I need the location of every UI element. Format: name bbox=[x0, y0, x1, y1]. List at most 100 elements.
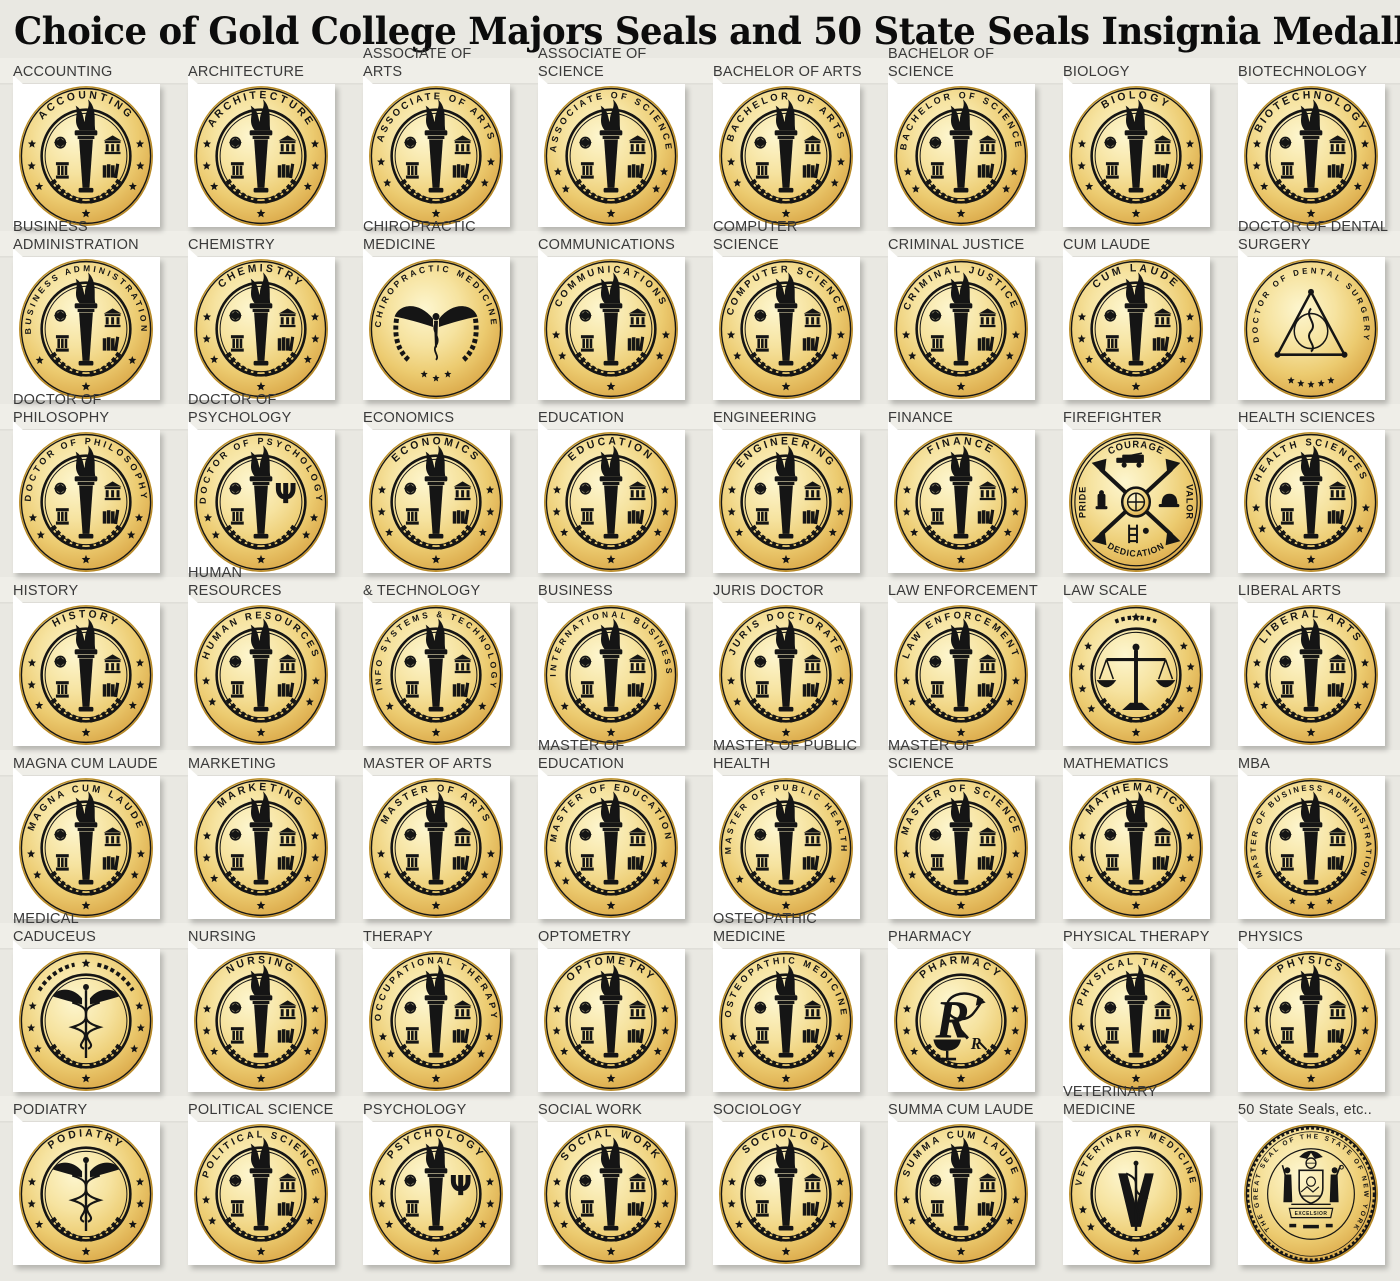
seal-cell: SOCIAL WORK SOCIAL WORK bbox=[525, 1096, 700, 1269]
seal-thumbnail[interactable]: MATHEMATICS bbox=[1063, 767, 1210, 919]
seal-label: & TECHNOLOGY bbox=[363, 582, 481, 599]
seal-thumbnail[interactable] bbox=[1063, 594, 1210, 746]
svg-text:EXCELSIOR: EXCELSIOR bbox=[1295, 1211, 1328, 1217]
seal-thumbnail[interactable]: LIBERAL ARTS bbox=[1238, 594, 1385, 746]
seal-thumbnail[interactable]: ENGINEERING bbox=[713, 421, 860, 573]
gold-seal-graphic: NURSING bbox=[193, 951, 329, 1091]
seal-thumbnail[interactable]: COMPUTER SCIENCE bbox=[713, 248, 860, 400]
svg-text:Ψ: Ψ bbox=[274, 479, 297, 511]
gold-seal-graphic bbox=[1068, 605, 1204, 745]
seal-thumbnail[interactable]: HUMAN RESOURCES bbox=[188, 594, 335, 746]
seal-thumbnail[interactable]: MASTER OF SCIENCE bbox=[888, 767, 1035, 919]
seal-thumbnail[interactable]: MASTER OF BUSINESS ADMINISTRATION bbox=[1238, 767, 1385, 919]
seal-thumbnail[interactable]: ECONOMICS bbox=[363, 421, 510, 573]
seal-thumbnail[interactable]: OCCUPATIONAL THERAPY bbox=[363, 940, 510, 1092]
seal-thumbnail[interactable]: MASTER OF ARTS bbox=[363, 767, 510, 919]
seal-thumbnail[interactable]: CHIROPRACTIC MEDICINE bbox=[363, 248, 510, 400]
seal-label: NURSING bbox=[188, 928, 257, 945]
seal-thumbnail[interactable]: HEALTH SCIENCES bbox=[1238, 421, 1385, 573]
gold-seal-graphic: BACHELOR OF ARTS bbox=[718, 86, 854, 226]
seal-thumbnail[interactable]: OPTOMETRY bbox=[538, 940, 685, 1092]
seal-cell: ENGINEERING ENGINEERING bbox=[700, 404, 875, 577]
seal-thumbnail[interactable] bbox=[13, 940, 160, 1092]
seal-thumbnail[interactable]: INFO SYSTEMS & TECHNOLOGY bbox=[363, 594, 510, 746]
seal-thumbnail[interactable]: BIOLOGY bbox=[1063, 75, 1210, 227]
seal-label: ACCOUNTING bbox=[13, 63, 113, 80]
seal-thumbnail[interactable]: COMMUNICATIONS bbox=[538, 248, 685, 400]
seal-thumbnail[interactable]: VETERINARY MEDICINE bbox=[1063, 1113, 1210, 1265]
seal-thumbnail[interactable]: ARCHITECTURE bbox=[188, 75, 335, 227]
seal-thumbnail[interactable]: SOCIOLOGY bbox=[713, 1113, 860, 1265]
seal-label: SOCIOLOGY bbox=[713, 1101, 802, 1118]
seal-cell: PHARMACY PHARMACY R R bbox=[875, 923, 1050, 1096]
seal-thumbnail[interactable]: PODIATRY bbox=[13, 1113, 160, 1265]
seal-thumbnail[interactable]: PHARMACY R R bbox=[888, 940, 1035, 1092]
gold-seal-graphic: MARKETING bbox=[193, 778, 329, 918]
seal-thumbnail[interactable]: DOCTOR OF PSYCHOLOGY Ψ bbox=[188, 421, 335, 573]
gold-seal-graphic: MASTER OF EDUCATION bbox=[543, 778, 679, 918]
seal-cell: COMPUTER SCIENCE COMPUTER SCIENCE bbox=[700, 219, 875, 404]
seal-cell: MBA MASTER OF BUSINESS ADMINISTRATION bbox=[1225, 750, 1400, 923]
seal-thumbnail[interactable]: ASSOCIATE OF SCIENCE bbox=[538, 75, 685, 227]
seal-cell: MATHEMATICS MATHEMATICS bbox=[1050, 750, 1225, 923]
seal-label: BACHELOR OF ARTS bbox=[713, 63, 862, 80]
seal-cell: CHIROPRACTIC MEDICINE CHIROPRACTIC MEDICI… bbox=[350, 219, 525, 404]
seal-thumbnail[interactable]: MASTER OF PUBLIC HEALTH bbox=[713, 767, 860, 919]
seal-thumbnail[interactable]: BUSINESS ADMINISTRATION bbox=[13, 248, 160, 400]
seal-thumbnail[interactable]: COURAGE DEDICATION PRIDE VALOR bbox=[1063, 421, 1210, 573]
gold-seal-graphic: VETERINARY MEDICINE bbox=[1068, 1124, 1204, 1264]
seal-thumbnail[interactable]: SUMMA CUM LAUDE bbox=[888, 1113, 1035, 1265]
seal-thumbnail[interactable]: MASTER OF EDUCATION bbox=[538, 767, 685, 919]
seal-cell: PHYSICAL THERAPY PHYSICAL THERAPY bbox=[1050, 923, 1225, 1096]
seal-label: MATHEMATICS bbox=[1063, 755, 1169, 772]
gold-seal-graphic: COMMUNICATIONS bbox=[543, 259, 679, 399]
seal-thumbnail[interactable]: EDUCATION bbox=[538, 421, 685, 573]
seal-cell: SUMMA CUM LAUDE SUMMA CUM LAUDE bbox=[875, 1096, 1050, 1269]
svg-text:PRIDE: PRIDE bbox=[1078, 486, 1088, 518]
seal-thumbnail[interactable]: CRIMINAL JUSTICE bbox=[888, 248, 1035, 400]
seal-cell: ARCHITECTURE ARCHITECTURE bbox=[175, 58, 350, 231]
seal-thumbnail[interactable]: DOCTOR OF PHILOSOPHY bbox=[13, 421, 160, 573]
seal-thumbnail[interactable]: ACCOUNTING bbox=[13, 75, 160, 227]
seal-thumbnail[interactable]: NURSING bbox=[188, 940, 335, 1092]
seal-thumbnail[interactable]: LAW ENFORCEMENT bbox=[888, 594, 1035, 746]
gold-seal-graphic: HISTORY bbox=[18, 605, 154, 745]
seal-thumbnail[interactable]: CUM LAUDE bbox=[1063, 248, 1210, 400]
seal-label: HUMAN RESOURCES bbox=[188, 565, 282, 599]
seal-cell: MASTER OF EDUCATION MASTER OF EDUCATION bbox=[525, 738, 700, 923]
seal-thumbnail[interactable]: SOCIAL WORK bbox=[538, 1113, 685, 1265]
seal-thumbnail[interactable]: PHYSICS bbox=[1238, 940, 1385, 1092]
seal-thumbnail[interactable]: POLITICAL SCIENCE bbox=[188, 1113, 335, 1265]
seal-label: PODIATRY bbox=[13, 1101, 88, 1118]
seal-thumbnail[interactable]: FINANCE bbox=[888, 421, 1035, 573]
gold-seal-graphic: MASTER OF BUSINESS ADMINISTRATION bbox=[1243, 778, 1379, 918]
seal-thumbnail[interactable]: BACHELOR OF ARTS bbox=[713, 75, 860, 227]
gold-seal-graphic: BIOTECHNOLOGY bbox=[1243, 86, 1379, 226]
seal-thumbnail[interactable]: THE GREAT SEAL OF THE STATE OF NEW YORK E… bbox=[1238, 1113, 1385, 1265]
seal-thumbnail[interactable]: PSYCHOLOGY Ψ bbox=[363, 1113, 510, 1265]
svg-text:R: R bbox=[970, 1035, 982, 1052]
seal-label: ASSOCIATE OF SCIENCE bbox=[538, 46, 647, 80]
seal-cell: DOCTOR OF DENTAL SURGERY DOCTOR OF DENTAL… bbox=[1225, 219, 1400, 404]
seal-thumbnail[interactable]: DOCTOR OF DENTAL SURGERY bbox=[1238, 248, 1385, 400]
seal-thumbnail[interactable]: BIOTECHNOLOGY bbox=[1238, 75, 1385, 227]
gold-seal-graphic: OPTOMETRY bbox=[543, 951, 679, 1091]
gold-seal-graphic: BACHELOR OF SCIENCE bbox=[893, 86, 1029, 226]
seal-thumbnail[interactable]: JURIS DOCTORATE bbox=[713, 594, 860, 746]
seal-thumbnail[interactable]: ASSOCIATE OF ARTS bbox=[363, 75, 510, 227]
seal-thumbnail[interactable]: CHEMISTRY bbox=[188, 248, 335, 400]
seal-label: ARCHITECTURE bbox=[188, 63, 304, 80]
seal-cell: ACCOUNTING ACCOUNTING bbox=[0, 58, 175, 231]
gold-seal-graphic: CHEMISTRY bbox=[193, 259, 329, 399]
gold-seal-graphic: SOCIAL WORK bbox=[543, 1124, 679, 1264]
seal-thumbnail[interactable]: HISTORY bbox=[13, 594, 160, 746]
seal-thumbnail[interactable]: MARKETING bbox=[188, 767, 335, 919]
seal-thumbnail[interactable]: INTERNATIONAL BUSINESS bbox=[538, 594, 685, 746]
seal-cell: CRIMINAL JUSTICE CRIMINAL JUSTICE bbox=[875, 231, 1050, 404]
seal-thumbnail[interactable]: MAGNA CUM LAUDE bbox=[13, 767, 160, 919]
seal-thumbnail[interactable]: BACHELOR OF SCIENCE bbox=[888, 75, 1035, 227]
seal-cell: ASSOCIATE OF SCIENCE ASSOCIATE OF SCIENCE bbox=[525, 46, 700, 231]
seal-thumbnail[interactable]: PHYSICAL THERAPY bbox=[1063, 940, 1210, 1092]
seal-thumbnail[interactable]: OSTEOPATHIC MEDICINE bbox=[713, 940, 860, 1092]
seal-cell: POLITICAL SCIENCE POLITICAL SCIENCE bbox=[175, 1096, 350, 1269]
